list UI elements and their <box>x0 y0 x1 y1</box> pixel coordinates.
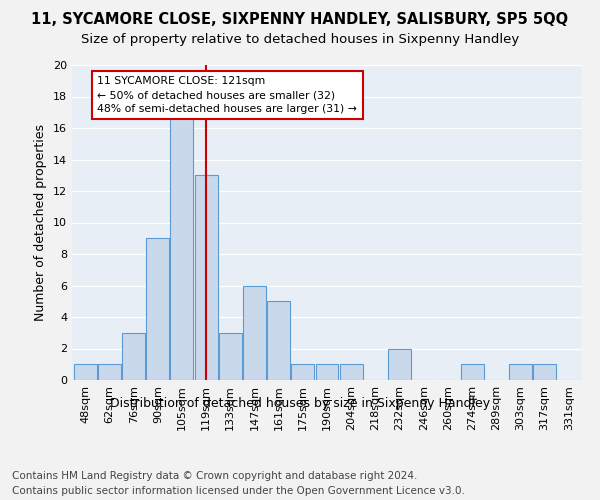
Bar <box>194 176 218 380</box>
Bar <box>243 286 266 380</box>
Text: Distribution of detached houses by size in Sixpenny Handley: Distribution of detached houses by size … <box>110 398 490 410</box>
Text: Size of property relative to detached houses in Sixpenny Handley: Size of property relative to detached ho… <box>81 32 519 46</box>
Bar <box>509 364 532 380</box>
Bar <box>74 364 97 380</box>
Bar <box>267 301 290 380</box>
Text: Contains public sector information licensed under the Open Government Licence v3: Contains public sector information licen… <box>12 486 465 496</box>
Bar <box>122 333 145 380</box>
Text: 11 SYCAMORE CLOSE: 121sqm
← 50% of detached houses are smaller (32)
48% of semi-: 11 SYCAMORE CLOSE: 121sqm ← 50% of detac… <box>97 76 357 114</box>
Bar <box>316 364 338 380</box>
Bar <box>461 364 484 380</box>
Bar <box>533 364 556 380</box>
Text: 11, SYCAMORE CLOSE, SIXPENNY HANDLEY, SALISBURY, SP5 5QQ: 11, SYCAMORE CLOSE, SIXPENNY HANDLEY, SA… <box>31 12 569 28</box>
Bar <box>98 364 121 380</box>
Y-axis label: Number of detached properties: Number of detached properties <box>34 124 47 321</box>
Bar <box>292 364 314 380</box>
Bar <box>388 348 411 380</box>
Text: Contains HM Land Registry data © Crown copyright and database right 2024.: Contains HM Land Registry data © Crown c… <box>12 471 418 481</box>
Bar <box>170 112 193 380</box>
Bar <box>219 333 242 380</box>
Bar <box>146 238 169 380</box>
Bar <box>340 364 362 380</box>
